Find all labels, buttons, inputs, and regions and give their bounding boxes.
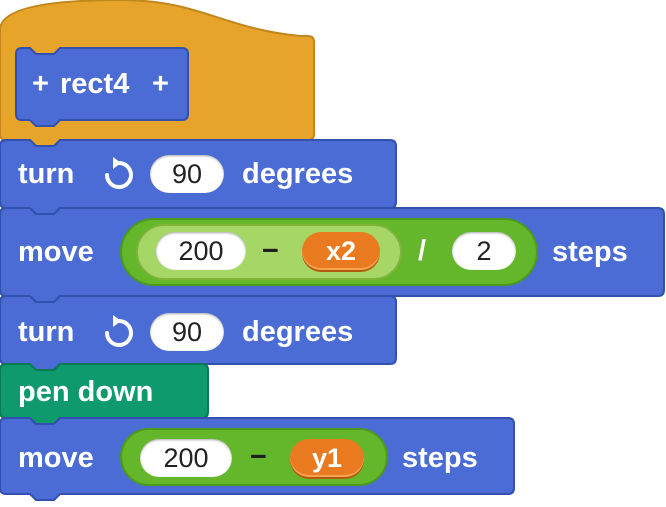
degrees-label: degrees <box>242 158 354 190</box>
variable-x2[interactable]: x2 <box>302 232 380 270</box>
custom-block-name[interactable]: rect4 <box>60 68 130 100</box>
minus-operator-symbol: − <box>262 235 279 267</box>
turn-degrees-input[interactable]: 90 <box>150 155 224 193</box>
degrees-label: degrees <box>242 316 354 348</box>
steps-label: steps <box>402 442 478 474</box>
turn-label: turn <box>18 316 75 348</box>
move-label: move <box>18 442 94 474</box>
prototype-block[interactable] <box>15 47 189 127</box>
minus-left-input[interactable]: 200 <box>140 439 232 477</box>
rotate-clockwise-icon <box>105 157 133 189</box>
rotate-clockwise-icon <box>105 315 133 347</box>
variable-y1[interactable]: y1 <box>290 439 364 477</box>
prototype-plus-right[interactable]: + <box>152 68 169 100</box>
divide-operator-symbol: / <box>418 235 427 267</box>
steps-label: steps <box>552 236 628 268</box>
pen-down-label: pen down <box>18 376 154 408</box>
prototype-plus-left[interactable]: + <box>32 68 49 100</box>
turn-label: turn <box>18 158 75 190</box>
divide-right-input[interactable]: 2 <box>452 232 516 270</box>
turn-degrees-input[interactable]: 90 <box>150 313 224 351</box>
minus-left-input[interactable]: 200 <box>156 232 246 270</box>
minus-operator-symbol: − <box>250 441 267 473</box>
move-label: move <box>18 236 94 268</box>
